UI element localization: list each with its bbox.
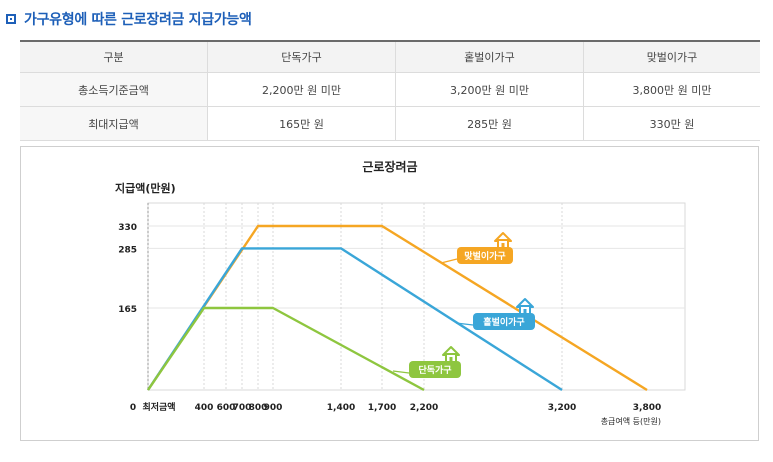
table-cell: 2,200만 원 미만 — [207, 72, 396, 107]
series-badge: 단독가구 — [392, 346, 461, 378]
section-title: 가구유형에 따른 근로장려금 지급가능액 — [24, 12, 252, 28]
x-tick-label: 1,700 — [368, 403, 396, 413]
table-header-cell: 홑벌이가구 — [395, 40, 584, 73]
x-tick-label: 700 — [233, 403, 252, 413]
table-cell: 3,800만 원 미만 — [583, 72, 760, 107]
x-axis-label: 총급여액 등(만원) — [601, 416, 661, 426]
square-bullet-icon — [6, 14, 16, 24]
badge-pointer — [455, 322, 474, 326]
y-tick-label: 165 — [118, 305, 137, 315]
table-cell: 285만 원 — [395, 106, 584, 141]
house-door — [449, 357, 453, 362]
y-tick-label: 285 — [118, 245, 137, 255]
house-icon — [442, 346, 460, 363]
chart-svg: 근로장려금 지급액(만원) 총급여액 등(만원) 165 285 330 0 최저금액 4… — [115, 159, 686, 426]
house-door — [501, 243, 505, 248]
y-tick-label: 330 — [118, 223, 137, 233]
section-heading: 가구유형에 따른 근로장려금 지급가능액 — [6, 8, 252, 30]
series-name-label: 단독가구 — [418, 364, 451, 376]
table-header-cell: 맞벌이가구 — [583, 40, 760, 73]
x-tick-label: 2,200 — [410, 403, 438, 413]
chart-container: 근로장려금 지급액(만원) 총급여액 등(만원) 165 285 330 0 최저금액 4… — [20, 146, 759, 441]
table-header-cell: 단독가구 — [207, 40, 396, 73]
badge-box — [473, 313, 535, 330]
table-cell: 총소득기준금액 — [20, 72, 208, 107]
house-icon — [516, 298, 534, 315]
badge-pointer — [440, 258, 458, 264]
house-door — [523, 309, 527, 314]
x-tick-label: 600 — [217, 403, 236, 413]
table-header-cell: 구분 — [20, 40, 208, 73]
chart-title: 근로장려금 — [362, 159, 417, 174]
table-row: 최대지급액 165만 원 285만 원 330만 원 — [20, 106, 760, 141]
table-cell: 3,200만 원 미만 — [395, 72, 584, 107]
table-cell: 330만 원 — [583, 106, 760, 141]
series-badge: 홑벌이가구 — [455, 298, 535, 330]
series-name-label: 맞벌이가구 — [464, 250, 505, 262]
series-line — [147, 306, 425, 392]
series-badge: 맞벌이가구 — [440, 232, 513, 264]
x-tick-label: 800 — [249, 403, 268, 413]
x-tick-label: 1,400 — [327, 403, 355, 413]
house-icon — [494, 232, 512, 249]
amount-table: 구분 단독가구 홑벌이가구 맞벌이가구 총소득기준금액 2,200만 원 미만 … — [20, 40, 760, 141]
chart-lines — [147, 224, 648, 392]
x-tick-label: 400 — [195, 403, 214, 413]
y-axis-label: 지급액(만원) — [115, 181, 176, 195]
table-row: 총소득기준금액 2,200만 원 미만 3,200만 원 미만 3,800만 원… — [20, 72, 760, 107]
badge-pointer — [392, 370, 410, 374]
badge-box — [457, 247, 513, 264]
series-name-label: 홑벌이가구 — [483, 316, 524, 328]
x-tick-label: 3,800 — [633, 403, 661, 413]
table-header-row: 구분 단독가구 홑벌이가구 맞벌이가구 — [20, 40, 760, 73]
x-tick-label: 900 — [264, 403, 283, 413]
table-cell: 최대지급액 — [20, 106, 208, 141]
x-tick-label: 최저금액 — [142, 401, 175, 413]
badge-box — [409, 361, 461, 378]
table-cell: 165만 원 — [207, 106, 396, 141]
x-tick-label: 3,200 — [548, 403, 576, 413]
x-tick-label: 0 — [130, 403, 136, 413]
